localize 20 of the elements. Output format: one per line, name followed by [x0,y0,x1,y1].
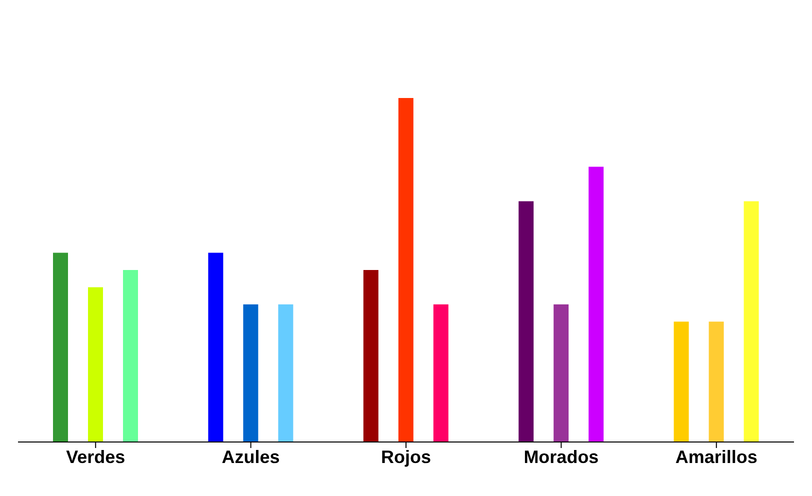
bar [53,252,68,442]
bar [708,322,724,442]
x-tick-label: Azules [222,446,280,467]
bar [363,270,378,442]
bar [744,201,759,442]
bar [88,287,103,442]
bar [588,166,604,442]
bar [278,304,294,442]
bar [433,304,448,442]
bar [243,304,258,442]
bar [123,270,138,442]
bar [518,201,534,442]
x-tick-label: Verdes [66,446,126,467]
bar [208,252,224,442]
x-tick-label: Amarillos [675,446,758,467]
bar [398,98,414,442]
bar [674,322,689,442]
x-tick-label: Morados [524,446,599,467]
bar [554,304,569,442]
x-tick-label: Rojos [380,446,432,467]
